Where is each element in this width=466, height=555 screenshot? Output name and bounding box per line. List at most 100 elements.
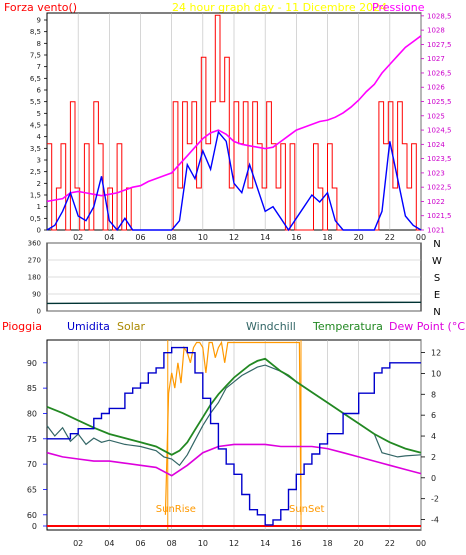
- y2-tick-label: 1021,5: [427, 212, 452, 220]
- compass-letter: N: [433, 239, 440, 250]
- legend-solar: Solar: [117, 320, 146, 333]
- x-tick-label: 20: [354, 233, 364, 242]
- y2-tick-label: 1026: [427, 84, 445, 92]
- x-tick-label: 16: [291, 233, 301, 242]
- y2-tick-label: 1024: [427, 141, 445, 149]
- y2-tick-label: 1022: [427, 198, 445, 206]
- x-tick-label: 22: [385, 233, 395, 242]
- y-tick-label: 3,5: [30, 145, 41, 153]
- y-tick-label: 180: [28, 274, 41, 282]
- x-tick-label: 12: [229, 539, 239, 548]
- y-tick-label: 7: [37, 63, 41, 71]
- y-tick-label: 5,5: [30, 98, 41, 106]
- y2-tick-label: 0: [431, 474, 436, 483]
- y2-tick-label: 1024,5: [427, 127, 452, 135]
- y-tick-label: 8: [37, 40, 41, 48]
- y-tick-label: 90: [27, 359, 37, 368]
- sunset-label: SunSet: [289, 504, 325, 515]
- y-tick-label: 270: [28, 257, 41, 265]
- y-tick-label: 6,5: [30, 75, 41, 83]
- legend-humidity: Umidita: [67, 320, 110, 333]
- compass-letter: N: [433, 307, 440, 318]
- y-tick-label: 75: [27, 435, 37, 444]
- y-tick-label: 0: [32, 522, 37, 531]
- x-tick-label: 00: [416, 233, 426, 242]
- y2-tick-label: 1025: [427, 112, 445, 120]
- y-tick-label: 70: [27, 460, 37, 469]
- temperature-line: [46, 357, 422, 456]
- y-tick-label: 65: [27, 485, 37, 494]
- y2-tick-label: 1023,5: [427, 155, 452, 163]
- x-tick-label: 02: [73, 539, 83, 548]
- y-tick-label: 8,5: [30, 28, 41, 36]
- y-tick-label: 9: [37, 17, 41, 25]
- y-tick-label: 3: [37, 157, 41, 165]
- y2-tick-label: -4: [431, 516, 439, 525]
- compass-letter: E: [434, 290, 440, 301]
- y-tick-label: 90: [32, 291, 41, 299]
- legend-dewpoint: Dew Point (°C): [389, 320, 466, 333]
- x-tick-label: 00: [416, 539, 426, 548]
- y-tick-label: 1,5: [30, 192, 41, 200]
- y-tick-label: 5: [37, 110, 41, 118]
- solar-line: [164, 340, 302, 515]
- y-tick-label: 0: [37, 308, 41, 316]
- y-tick-label: 0,5: [30, 215, 41, 223]
- legend-rain: Pioggia: [2, 320, 42, 333]
- x-tick-label: 14: [260, 539, 270, 548]
- y2-tick-label: 2: [431, 453, 436, 462]
- wind-average-line: [46, 130, 422, 232]
- sunrise-label: SunRise: [156, 504, 196, 515]
- y2-tick-label: 6: [431, 411, 436, 420]
- x-tick-label: 02: [73, 233, 83, 242]
- y-tick-label: 2,5: [30, 168, 41, 176]
- y-tick-label: 4: [37, 133, 42, 141]
- wind-direction-line: [46, 301, 422, 305]
- x-tick-label: 14: [260, 233, 270, 242]
- x-tick-label: 04: [104, 539, 114, 548]
- y-tick-label: 360: [28, 240, 41, 248]
- legend-temperature: Temperatura: [312, 320, 383, 333]
- pressure-line: [46, 35, 422, 203]
- legend-windchill: Windchill: [246, 320, 296, 333]
- y2-tick-label: 10: [431, 369, 441, 378]
- y-tick-label: 2: [37, 180, 41, 188]
- wind-pressure-panel: Forza vento() 24 hour graph day - 11 Dic…: [4, 1, 452, 242]
- y-tick-label: 6: [37, 87, 42, 95]
- compass-letter: S: [434, 273, 440, 284]
- y2-tick-label: 12: [431, 349, 441, 358]
- x-tick-label: 06: [135, 233, 145, 242]
- pressure-label: Pressione: [372, 1, 425, 14]
- x-tick-label: 10: [198, 233, 208, 242]
- y2-tick-label: 1026,5: [427, 69, 452, 77]
- x-tick-label: 08: [167, 233, 177, 242]
- y-tick-label: 80: [27, 409, 37, 418]
- y2-tick-label: 1028,5: [427, 12, 452, 20]
- humidity-line: [47, 346, 421, 526]
- wind-force-label: Forza vento(): [4, 1, 77, 14]
- y2-tick-label: 1022,5: [427, 184, 452, 192]
- y2-tick-label: 4: [431, 432, 436, 441]
- x-tick-label: 18: [322, 539, 332, 548]
- y2-tick-label: 1027,5: [427, 41, 452, 49]
- y-tick-label: 1: [37, 203, 41, 211]
- y2-tick-label: 1021: [427, 227, 445, 235]
- compass-letter: W: [432, 256, 442, 267]
- x-tick-label: 16: [291, 539, 301, 548]
- y2-tick-label: 1028: [427, 27, 445, 35]
- y-tick-label: 7,5: [30, 52, 41, 60]
- x-tick-label: 18: [322, 233, 332, 242]
- y2-tick-label: 1023: [427, 169, 445, 177]
- y-tick-label: 0: [37, 227, 41, 235]
- y-tick-label: 60: [27, 511, 37, 520]
- y2-tick-label: 1025,5: [427, 98, 452, 106]
- temperature-humidity-panel: Pioggia Umidita Solar Windchill Temperat…: [2, 320, 466, 548]
- y-tick-label: 85: [27, 384, 37, 393]
- x-tick-label: 12: [229, 233, 239, 242]
- x-tick-label: 04: [104, 233, 114, 242]
- x-tick-label: 06: [135, 539, 145, 548]
- y2-tick-label: -2: [431, 495, 439, 504]
- x-tick-label: 08: [167, 539, 177, 548]
